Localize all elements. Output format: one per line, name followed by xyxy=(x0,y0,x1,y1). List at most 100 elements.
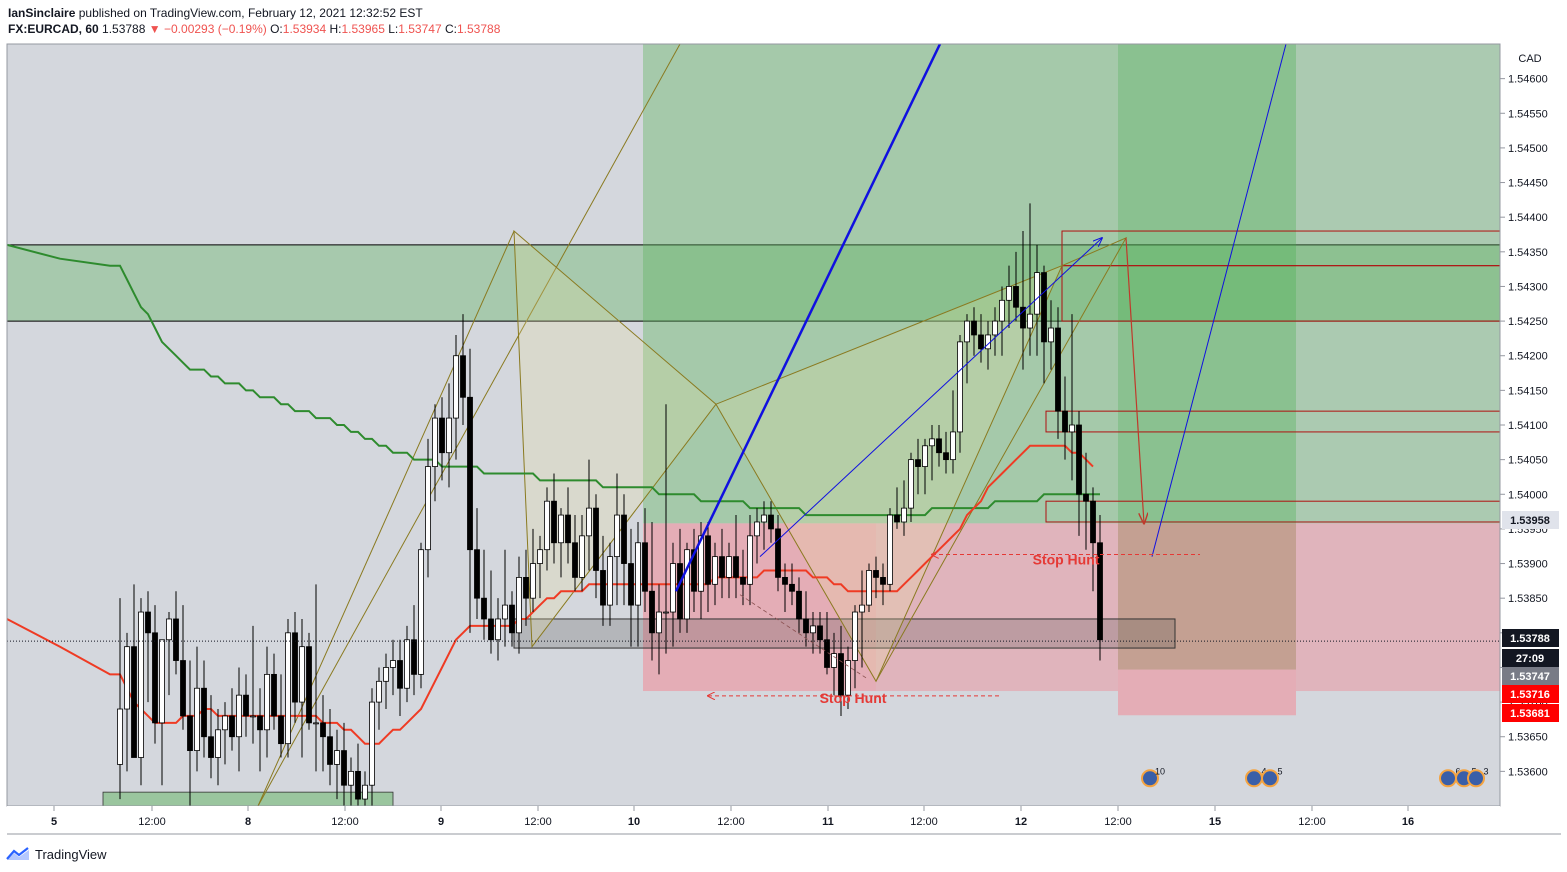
resistance-box-2[interactable] xyxy=(1061,265,1500,322)
candle[interactable] xyxy=(719,528,725,599)
candle[interactable] xyxy=(250,625,256,744)
economic-event-badge[interactable]: 10 xyxy=(1141,766,1165,788)
candle[interactable] xyxy=(1006,265,1012,329)
candle[interactable] xyxy=(775,515,781,592)
candle[interactable] xyxy=(1083,452,1089,550)
time-axis[interactable] xyxy=(7,806,1500,834)
economic-event-badge[interactable]: 4 xyxy=(1245,766,1267,788)
candle[interactable] xyxy=(684,542,690,633)
candle[interactable] xyxy=(278,674,284,758)
candle[interactable] xyxy=(859,570,865,668)
candle[interactable] xyxy=(173,591,179,675)
candle[interactable] xyxy=(656,584,662,675)
candle[interactable] xyxy=(768,501,774,543)
candle[interactable] xyxy=(327,709,333,786)
pattern-leg-2[interactable] xyxy=(257,230,515,806)
candle[interactable] xyxy=(481,549,487,640)
blue-trend-line-bold[interactable] xyxy=(674,44,942,592)
candle[interactable] xyxy=(369,688,375,806)
candle[interactable] xyxy=(474,508,480,619)
candle[interactable] xyxy=(901,480,907,536)
long-profit-zone-2[interactable] xyxy=(1118,44,1296,524)
candle[interactable] xyxy=(152,605,158,744)
candle[interactable] xyxy=(348,757,354,806)
candle[interactable] xyxy=(908,452,914,522)
candle[interactable] xyxy=(950,390,956,474)
candle[interactable] xyxy=(726,542,732,599)
candle[interactable] xyxy=(1027,203,1033,356)
candle[interactable] xyxy=(1048,300,1054,370)
candle[interactable] xyxy=(425,438,431,578)
candle[interactable] xyxy=(439,397,445,481)
candle[interactable] xyxy=(502,549,508,647)
candle[interactable] xyxy=(1020,231,1026,370)
candle[interactable] xyxy=(243,674,249,737)
candle[interactable] xyxy=(915,438,921,495)
candle[interactable] xyxy=(166,612,172,696)
long-profit-zone-3[interactable] xyxy=(1296,44,1500,524)
candle[interactable] xyxy=(229,688,235,751)
author-name[interactable]: IanSinclaire xyxy=(8,6,76,20)
candle[interactable] xyxy=(411,605,417,696)
candle[interactable] xyxy=(1055,307,1061,439)
candle[interactable] xyxy=(593,494,599,599)
candle[interactable] xyxy=(271,653,277,730)
candle[interactable] xyxy=(649,521,655,661)
candle[interactable] xyxy=(362,771,368,819)
blue-trend-arrow[interactable] xyxy=(759,238,1102,557)
candle[interactable] xyxy=(418,542,424,689)
candle[interactable] xyxy=(551,473,557,564)
candle[interactable] xyxy=(131,584,137,758)
candle[interactable] xyxy=(201,660,207,758)
candle[interactable] xyxy=(334,729,340,800)
candle[interactable] xyxy=(390,639,396,696)
candle[interactable] xyxy=(138,598,144,786)
candle[interactable] xyxy=(866,563,872,613)
candle[interactable] xyxy=(509,591,515,647)
candle[interactable] xyxy=(446,383,452,488)
candle[interactable] xyxy=(145,591,151,703)
entry-range-zone[interactable] xyxy=(1118,523,1296,670)
candle[interactable] xyxy=(747,515,753,606)
candle[interactable] xyxy=(460,314,466,425)
candle[interactable] xyxy=(971,307,977,356)
candle[interactable] xyxy=(1097,515,1103,661)
candle[interactable] xyxy=(222,702,228,765)
candle[interactable] xyxy=(285,618,291,758)
candle[interactable] xyxy=(964,314,970,384)
candle[interactable] xyxy=(1062,376,1068,460)
candle[interactable] xyxy=(943,431,949,474)
candle[interactable] xyxy=(530,528,536,613)
ema-200-line[interactable] xyxy=(7,243,1100,517)
candle[interactable] xyxy=(194,646,200,772)
candle[interactable] xyxy=(852,605,858,689)
order-block-rect[interactable] xyxy=(513,618,1176,649)
candle[interactable] xyxy=(782,563,788,613)
candle[interactable] xyxy=(817,612,823,654)
economic-event-badge[interactable]: 3 xyxy=(1467,766,1489,788)
candle[interactable] xyxy=(887,508,893,592)
candle[interactable] xyxy=(1090,487,1096,592)
candle[interactable] xyxy=(635,521,641,647)
candle[interactable] xyxy=(376,667,382,730)
candle[interactable] xyxy=(208,695,214,779)
candle[interactable] xyxy=(292,612,298,723)
candle[interactable] xyxy=(754,508,760,564)
candle[interactable] xyxy=(628,528,634,647)
demand-zone-bottom[interactable] xyxy=(102,791,394,812)
candle[interactable] xyxy=(999,286,1005,356)
candle[interactable] xyxy=(600,535,606,626)
candle[interactable] xyxy=(789,563,795,606)
candle[interactable] xyxy=(306,632,312,730)
candle[interactable] xyxy=(572,515,578,592)
candle[interactable] xyxy=(558,508,564,578)
candle[interactable] xyxy=(831,632,837,696)
candle[interactable] xyxy=(1041,265,1047,384)
candle[interactable] xyxy=(404,625,410,703)
candle[interactable] xyxy=(537,535,543,599)
candle[interactable] xyxy=(873,556,879,599)
price-axis-label[interactable]: 27:09 xyxy=(1502,649,1559,667)
symbol-label[interactable]: FX:EURCAD, 60 xyxy=(8,22,99,36)
candle[interactable] xyxy=(264,646,270,758)
